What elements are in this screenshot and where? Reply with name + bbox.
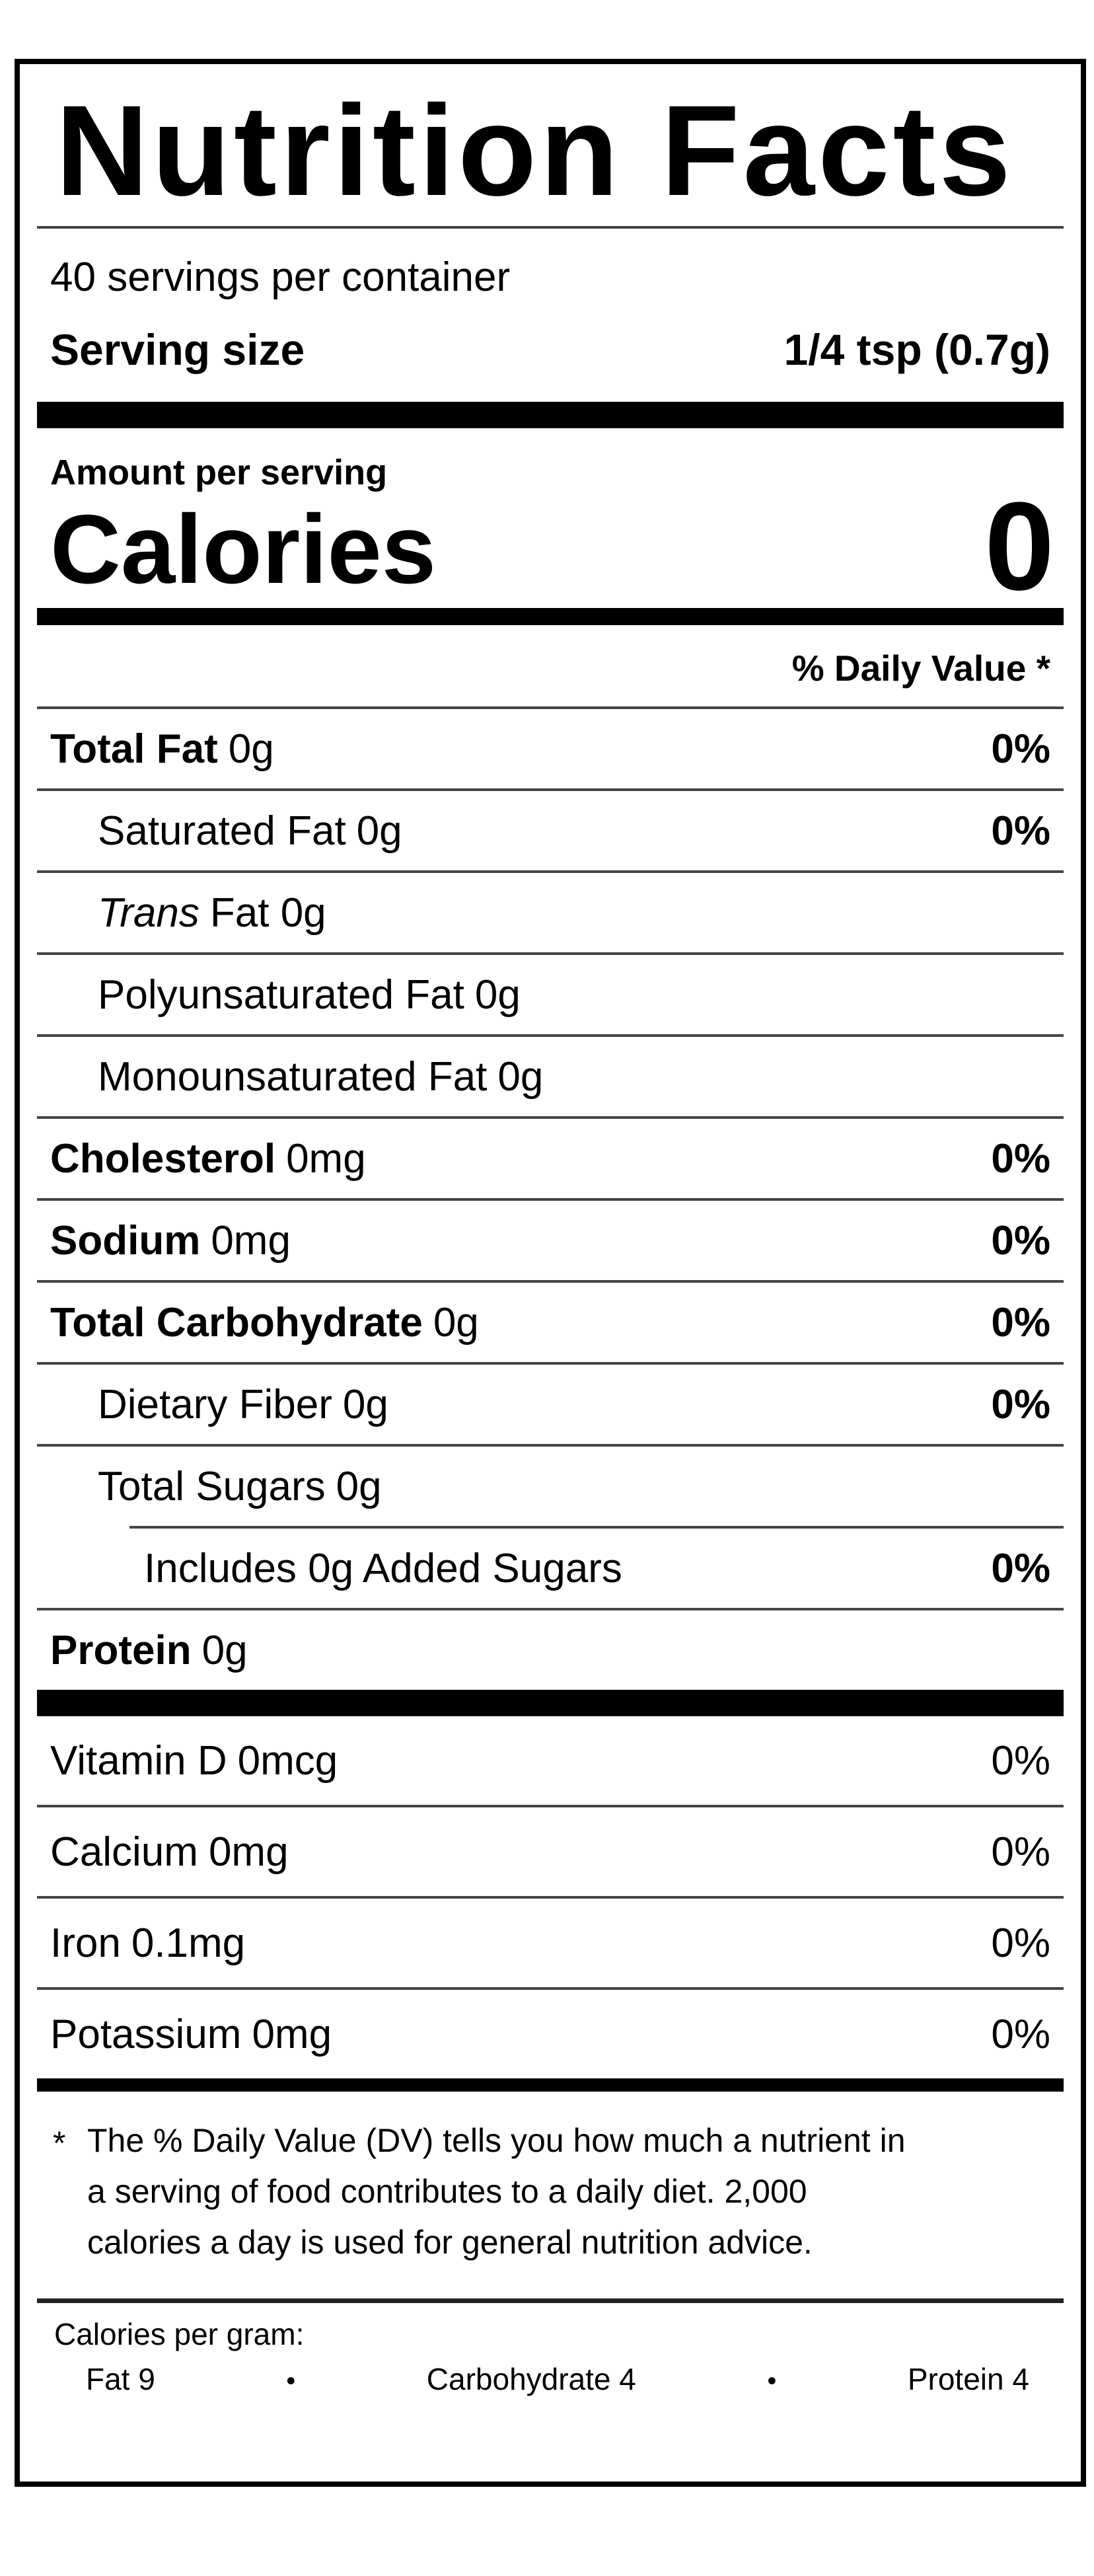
nutrient-row-dietary-fiber: Dietary Fiber 0g 0% bbox=[37, 1365, 1064, 1447]
nutrient-dv: 0% bbox=[991, 1381, 1050, 1427]
nutrient-amount: 0g bbox=[433, 1299, 479, 1345]
vitamin-row-vitamin-d: Vitamin D 0mcg 0% bbox=[37, 1716, 1064, 1807]
cpg-fat: Fat 9 bbox=[86, 2361, 155, 2396]
vitamin-dv: 0% bbox=[991, 1737, 1050, 1784]
nutrient-amount: 0mg bbox=[211, 1217, 291, 1264]
vitamin-amount: 0mg bbox=[208, 1829, 289, 1875]
vitamin-name: Potassium bbox=[50, 2011, 242, 2057]
serving-size-value: 1/4 tsp (0.7g) bbox=[784, 325, 1050, 375]
vitamin-amount: 0mcg bbox=[237, 1737, 338, 1784]
nutrient-amount: 0g bbox=[336, 1463, 382, 1509]
vitamin-name: Vitamin D bbox=[50, 1737, 227, 1784]
nutrient-dv: 0% bbox=[991, 1217, 1050, 1264]
nutrient-amount: 0g bbox=[201, 1627, 248, 1673]
calories-value: 0 bbox=[984, 476, 1054, 617]
servings-per-container: 40 servings per container bbox=[50, 254, 511, 300]
vitamin-amount: 0mg bbox=[252, 2011, 332, 2057]
nutrient-dv: 0% bbox=[991, 726, 1050, 772]
nutrient-row-total-carbohydrate: Total Carbohydrate 0g 0% bbox=[37, 1283, 1064, 1365]
nutrient-name: Monounsaturated Fat bbox=[98, 1053, 488, 1100]
nutrient-amount: 0g bbox=[474, 971, 521, 1018]
nutrient-name: Trans bbox=[98, 890, 200, 936]
nutrient-name: Total Sugars bbox=[98, 1463, 326, 1509]
daily-value-header: % Daily Value * bbox=[37, 625, 1064, 709]
nutrient-row-sodium: Sodium 0mg 0% bbox=[37, 1201, 1064, 1283]
thick-divider-bar bbox=[37, 1689, 1064, 1716]
vitamin-dv: 0% bbox=[991, 2011, 1050, 2057]
nutrient-row-saturated-fat: Saturated Fat 0g 0% bbox=[37, 791, 1064, 873]
nutrient-dv: 0% bbox=[991, 1299, 1050, 1345]
nutrient-name: Includes 0g Added Sugars bbox=[144, 1545, 622, 1591]
thick-divider-bar bbox=[37, 402, 1064, 429]
nutrient-amount: 0g bbox=[356, 808, 402, 854]
nutrient-name: Total Fat bbox=[50, 726, 218, 772]
cpg-protein: Protein 4 bbox=[907, 2361, 1029, 2396]
serving-size-row: Serving size 1/4 tsp (0.7g) bbox=[37, 300, 1064, 402]
vitamin-name: Iron bbox=[50, 1920, 121, 1966]
nutrient-row-trans-fat: Trans Fat 0g bbox=[37, 873, 1064, 955]
vitamin-name: Calcium bbox=[50, 1829, 198, 1875]
calories-label: Calories bbox=[50, 494, 437, 604]
cpg-carbohydrate: Carbohydrate 4 bbox=[426, 2361, 636, 2396]
nutrient-name: Total Carbohydrate bbox=[50, 1299, 423, 1345]
nutrition-facts-label: Nutrition Facts 40 servings per containe… bbox=[15, 59, 1086, 2487]
nutrient-amount: 0g bbox=[228, 726, 274, 772]
footnote-asterisk: * bbox=[53, 2124, 66, 2162]
nutrient-name: Saturated Fat bbox=[98, 808, 346, 854]
vitamin-row-potassium: Potassium 0mg 0% bbox=[37, 1990, 1064, 2078]
nutrient-row-monounsaturated-fat: Monounsaturated Fat 0g bbox=[37, 1037, 1064, 1119]
vitamin-amount: 0.1mg bbox=[131, 1920, 246, 1966]
bullet-separator: • bbox=[286, 2366, 296, 2396]
calories-per-gram-row: Fat 9 • Carbohydrate 4 • Protein 4 bbox=[37, 2349, 1064, 2411]
nutrient-amount: 0mg bbox=[286, 1135, 366, 1182]
calories-row: Calories 0 bbox=[37, 476, 1064, 617]
nutrient-row-cholesterol: Cholesterol 0mg 0% bbox=[37, 1119, 1064, 1201]
nutrient-dv: 0% bbox=[991, 1135, 1050, 1182]
footnote-divider bbox=[37, 2298, 1064, 2303]
serving-size-label: Serving size bbox=[50, 325, 305, 375]
label-title: Nutrition Facts bbox=[37, 64, 1064, 229]
medium-divider-bar bbox=[37, 2078, 1064, 2092]
indented-divider bbox=[129, 1525, 1064, 1529]
nutrient-row-polyunsaturated-fat: Polyunsaturated Fat 0g bbox=[37, 955, 1064, 1037]
nutrient-amount: 0g bbox=[497, 1053, 544, 1100]
nutrient-name: Dietary Fiber bbox=[98, 1381, 332, 1427]
nutrient-row-added-sugars: Includes 0g Added Sugars 0% bbox=[37, 1529, 1064, 1610]
vitamin-row-calcium: Calcium 0mg 0% bbox=[37, 1807, 1064, 1899]
bullet-separator: • bbox=[767, 2366, 777, 2396]
nutrient-row-protein: Protein 0g bbox=[37, 1610, 1064, 1690]
nutrient-name: Cholesterol bbox=[50, 1135, 276, 1182]
nutrient-name: Sodium bbox=[50, 1217, 201, 1264]
amount-per-serving-label: Amount per serving bbox=[50, 453, 388, 493]
medium-divider-bar bbox=[37, 607, 1064, 625]
vitamin-dv: 0% bbox=[991, 1920, 1050, 1966]
nutrient-dv: 0% bbox=[991, 808, 1050, 854]
nutrient-amount: Fat 0g bbox=[209, 890, 326, 936]
footnote-text: The % Daily Value (DV) tells you how muc… bbox=[87, 2121, 906, 2261]
nutrient-row-total-fat: Total Fat 0g 0% bbox=[37, 709, 1064, 791]
nutrient-name: Polyunsaturated Fat bbox=[98, 971, 464, 1018]
vitamin-row-iron: Iron 0.1mg 0% bbox=[37, 1899, 1064, 1990]
calories-per-gram-title: Calories per gram: bbox=[54, 2316, 305, 2351]
vitamin-dv: 0% bbox=[991, 1829, 1050, 1875]
nutrient-amount: 0g bbox=[342, 1381, 388, 1427]
daily-value-footnote: * The % Daily Value (DV) tells you how m… bbox=[37, 2092, 1064, 2298]
nutrient-dv: 0% bbox=[991, 1545, 1050, 1591]
nutrient-row-total-sugars: Total Sugars 0g bbox=[37, 1447, 1064, 1526]
nutrient-name: Protein bbox=[50, 1627, 192, 1673]
